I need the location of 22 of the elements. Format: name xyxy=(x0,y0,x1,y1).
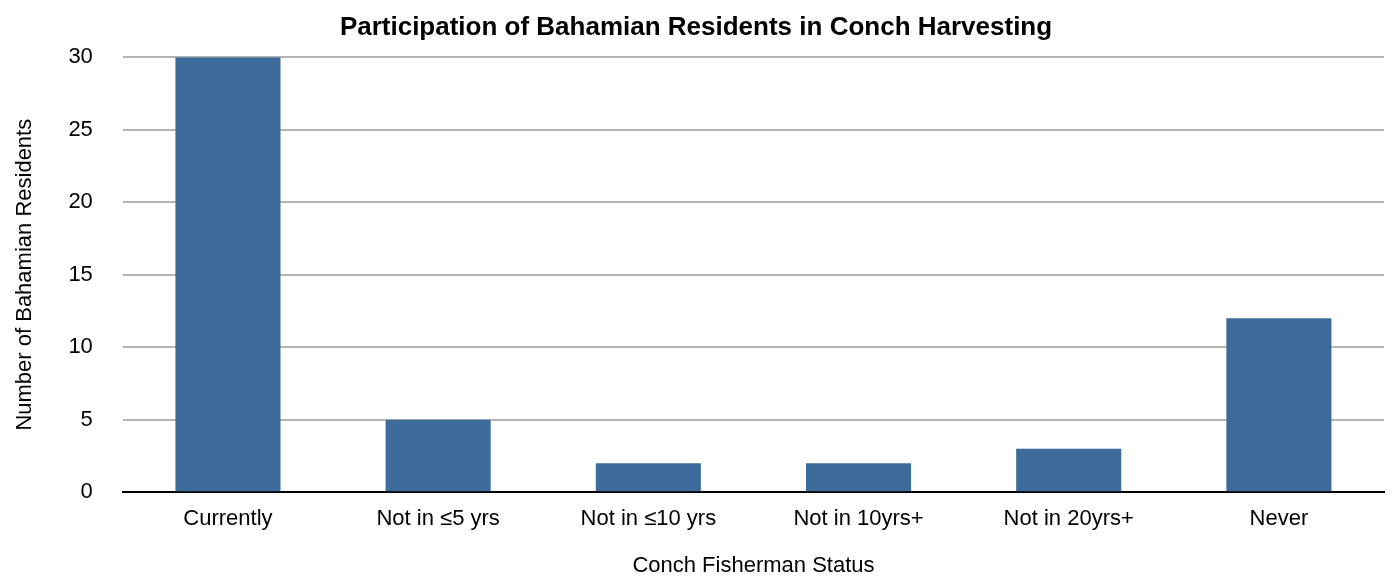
x-tick-label: Never xyxy=(1249,505,1309,531)
y-tick-label: 5 xyxy=(80,405,93,431)
y-tick-label: 20 xyxy=(68,188,93,214)
chart-title: Participation of Bahamian Residents in Conch Harvesting xyxy=(339,10,1053,41)
x-axis-title: Conch Fisherman Status xyxy=(632,551,875,577)
y-tick-label: 0 xyxy=(80,478,93,504)
y-tick-label: 10 xyxy=(68,333,93,359)
bar xyxy=(595,463,701,492)
bar xyxy=(175,57,281,492)
bar xyxy=(805,463,912,492)
y-tick-label: 25 xyxy=(68,115,93,141)
bar xyxy=(1226,318,1332,492)
y-tick-label: 30 xyxy=(68,43,93,69)
x-tick-label: Currently xyxy=(183,505,273,531)
y-tick-label: 15 xyxy=(68,260,93,286)
y-axis-title: Number of Bahamian Residents xyxy=(11,118,37,431)
bar xyxy=(385,419,491,492)
x-tick-label: Not in 20yrs+ xyxy=(1003,505,1134,531)
x-tick-label: Not in ≤5 yrs xyxy=(376,505,500,531)
x-tick-label: Not in ≤10 yrs xyxy=(580,505,717,531)
x-tick-label: Not in 10yrs+ xyxy=(793,505,924,531)
bar xyxy=(1016,448,1122,492)
